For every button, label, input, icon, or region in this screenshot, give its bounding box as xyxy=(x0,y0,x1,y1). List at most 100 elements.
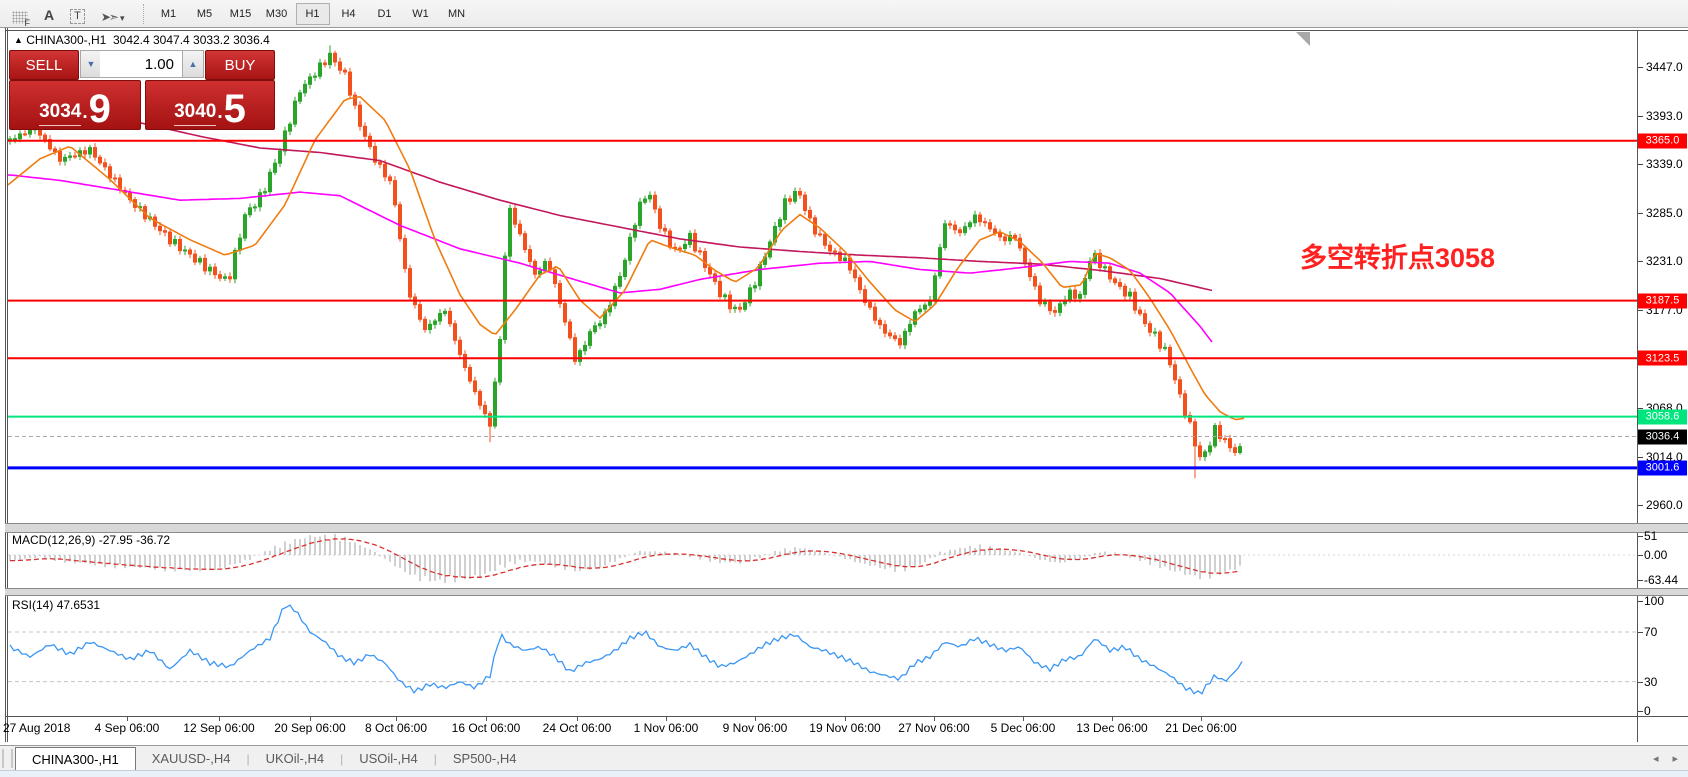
date-tick-mark xyxy=(486,717,487,721)
tab-sp500h4[interactable]: SP500-,H4 xyxy=(452,751,517,766)
timeframe-button-h4[interactable]: H4 xyxy=(341,7,356,20)
tab-china300h1[interactable]: CHINA300-,H1 xyxy=(15,747,136,771)
price-tick-label: 3447.0 xyxy=(1646,60,1683,74)
price-tick-mark xyxy=(1638,261,1643,263)
chart-title: ▲ CHINA300-,H1 3042.4 3047.4 3033.2 3036… xyxy=(14,33,270,47)
ask-price[interactable]: 3040. 5 xyxy=(145,80,275,130)
date-label: 13 Dec 06:00 xyxy=(1076,721,1148,735)
date-tick-mark xyxy=(577,717,578,721)
tab-xauusdh4[interactable]: XAUUSD-,H4 xyxy=(151,751,231,766)
date-tick-mark xyxy=(1112,717,1113,721)
date-label: 1 Nov 06:00 xyxy=(633,721,699,735)
f-glyph: F xyxy=(24,17,31,28)
date-label: 27 Nov 06:00 xyxy=(898,721,970,735)
price-tick-label: 3393.0 xyxy=(1646,108,1683,123)
price-level-badge: 3001.6 xyxy=(1638,460,1687,476)
tabs-scroll-left-icon[interactable]: ◂ xyxy=(1652,753,1659,765)
rsi-tick-mark xyxy=(1638,632,1643,633)
bid-price[interactable]: 3034. 9 xyxy=(9,80,141,130)
chart-shift-marker-icon[interactable] xyxy=(1294,31,1312,47)
axis-separator xyxy=(1637,30,1638,742)
date-label: 27 Aug 2018 xyxy=(3,721,71,735)
chart-symbol: CHINA300-,H1 xyxy=(26,33,107,47)
price-tick-label: 3339.0 xyxy=(1646,157,1683,172)
date-tick-mark xyxy=(396,717,397,721)
rsi-tick-mark xyxy=(1638,601,1643,602)
price-level-badge: 3036.4 xyxy=(1638,429,1687,444)
buy-button[interactable]: BUY xyxy=(205,50,275,80)
chart-grid-f-icon[interactable]: F xyxy=(8,4,32,28)
price-tick-mark xyxy=(1638,310,1643,311)
arrow-tools-icon[interactable]: ➤➣ ▾ xyxy=(100,9,125,24)
main-pane-bottom-separator xyxy=(5,523,1688,533)
timeframe-button-m5[interactable]: M5 xyxy=(196,7,213,20)
window-border-left xyxy=(5,28,6,742)
price-tick-mark xyxy=(1638,115,1643,117)
price-level-badge: 3058.6 xyxy=(1638,409,1687,425)
rsi-tick-label: 30 xyxy=(1644,674,1658,689)
one-click-trade-panel: SELL ▼ ▲ BUY 3034.9 3040.5 xyxy=(9,50,275,130)
tabbar-grip xyxy=(2,749,13,768)
price-tick-mark xyxy=(1638,164,1643,166)
date-tick-mark xyxy=(310,717,311,721)
timeframe-button-m15[interactable]: M15 xyxy=(229,7,252,20)
macd-tick-mark xyxy=(1638,536,1643,537)
rsi-label: RSI(14) 47.6531 xyxy=(12,598,101,612)
price-tick-mark xyxy=(1638,505,1643,507)
date-label: 5 Dec 06:00 xyxy=(990,721,1056,735)
tab-usoilh4[interactable]: USOil-,H4 xyxy=(359,751,418,766)
macd-tick-label: -63.44 xyxy=(1644,573,1679,588)
rsi-value: 47.6531 xyxy=(56,598,101,612)
date-tick-mark xyxy=(934,717,935,721)
volume-decrease-button[interactable]: ▼ xyxy=(80,50,102,78)
text-label-icon[interactable]: T xyxy=(66,4,89,24)
font-a-icon[interactable]: A xyxy=(44,6,55,23)
price-tick-mark xyxy=(1638,67,1643,68)
date-tick-mark xyxy=(219,717,220,721)
timeframe-button-d1[interactable]: D1 xyxy=(377,7,392,20)
timeframe-button-m30[interactable]: M30 xyxy=(265,7,288,20)
spin-up-icon: ▲ xyxy=(188,59,198,69)
tab-separator: | xyxy=(246,751,250,766)
symbol-marker-icon: ▲ xyxy=(14,35,23,45)
status-bar xyxy=(0,770,1688,777)
chart-ohlc: 3042.4 3047.4 3033.2 3036.4 xyxy=(112,33,270,47)
macd-tick-label: 0.00 xyxy=(1644,548,1668,562)
chart-top-border xyxy=(5,30,1688,31)
tab-ukoilh4[interactable]: UKOil-,H4 xyxy=(265,751,325,766)
date-label: 12 Sep 06:00 xyxy=(183,721,255,735)
macd-tick-label: 51 xyxy=(1644,529,1658,543)
timeframe-button-m1[interactable]: M1 xyxy=(160,7,177,20)
price-tick-label: 3014.0 xyxy=(1646,449,1683,464)
price-level-badge: 3187.5 xyxy=(1638,293,1687,309)
spin-down-icon: ▼ xyxy=(86,59,96,69)
macd-tick-mark xyxy=(1638,580,1643,582)
rsi-tick-mark xyxy=(1638,711,1643,712)
timeframe-button-mn[interactable]: MN xyxy=(447,7,466,20)
tab-separator: | xyxy=(433,751,437,766)
chart-tab-bar: CHINA300-,H1 XAUUSD-,H4 | UKOil-,H4 | USOil-,… xyxy=(0,745,1688,771)
date-label: 21 Dec 06:00 xyxy=(1165,721,1237,735)
date-tick-mark xyxy=(1201,717,1202,721)
date-label: 9 Nov 06:00 xyxy=(722,721,788,735)
date-tick-mark xyxy=(127,717,128,721)
chevron-down-icon[interactable]: ▾ xyxy=(119,12,125,23)
date-label: 19 Nov 06:00 xyxy=(809,721,881,735)
date-tick-mark xyxy=(666,717,667,721)
timeframe-button-h1[interactable]: H1 xyxy=(295,2,330,25)
volume-input[interactable] xyxy=(100,50,182,78)
rsi-tick-label: 70 xyxy=(1644,625,1658,639)
tabs-scroll-right-icon[interactable]: ▸ xyxy=(1672,753,1678,765)
volume-increase-button[interactable]: ▲ xyxy=(182,50,204,78)
date-label: 24 Oct 06:00 xyxy=(542,721,612,735)
timeframe-button-w1[interactable]: W1 xyxy=(412,7,429,20)
date-tick-mark xyxy=(845,717,846,721)
sell-button[interactable]: SELL xyxy=(9,50,79,80)
top-toolbar: F A T ➤➣ ▾ M1 M5 M15 M30 H1 H4 D1 W1 MN xyxy=(0,0,1688,28)
macd-label: MACD(12,26,9) -27.95 -36.72 xyxy=(12,533,171,547)
timeframe-group: M1 M5 M15 M30 H1 H4 D1 W1 MN xyxy=(151,2,475,25)
price-tick-mark xyxy=(1638,212,1643,214)
window-border-left2 xyxy=(7,28,8,742)
chart-annotation: 多空转折点3058 xyxy=(1300,243,1496,273)
